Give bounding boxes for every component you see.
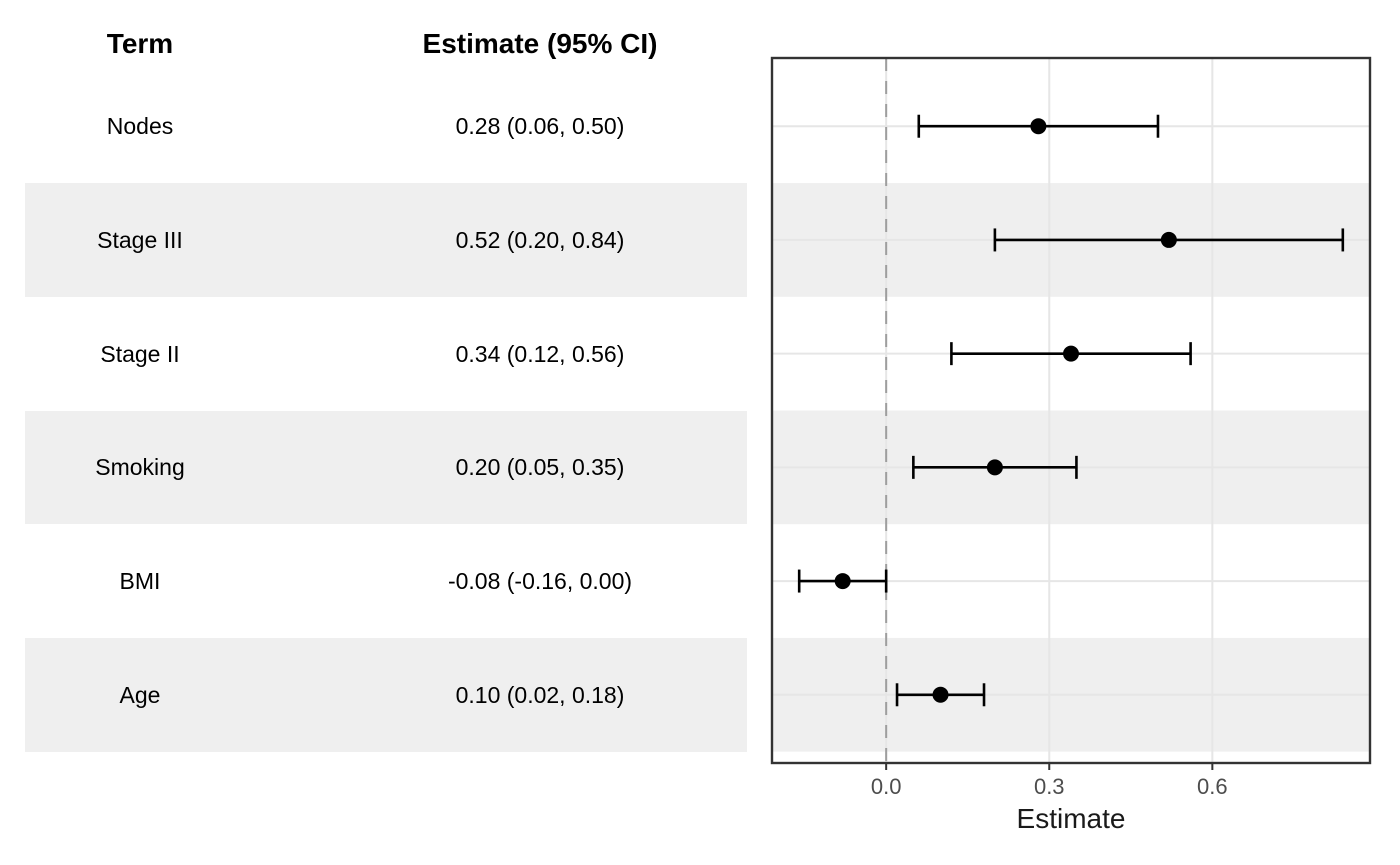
term-label: Age [119,681,161,708]
term-label: Nodes [106,113,174,140]
point-estimate [1063,345,1079,362]
estimate-ci-label: 0.10 (0.02, 0.18) [455,681,625,708]
point-estimate [834,573,851,590]
point-estimate [1030,118,1047,135]
point-estimate [986,459,1003,476]
term-label: Smoking [95,454,185,481]
estimate-ci-label: 0.34 (0.12, 0.56) [455,340,625,367]
term-label: Stage III [97,226,183,253]
estimate-ci-label: 0.20 (0.05, 0.35) [455,454,625,481]
x-tick-label: 0.3 [1034,774,1065,799]
point-estimate [1160,231,1177,248]
panel-border [770,56,1372,765]
estimate-column-header: Estimate (95% CI) [422,28,658,59]
estimate-ci-label: 0.52 (0.20, 0.84) [455,226,625,253]
term-label: BMI [119,568,161,595]
table-row-stripe [25,410,747,525]
estimate-ci-label: -0.08 (-0.16, 0.00) [447,568,633,595]
x-axis-title: Estimate [1016,803,1126,834]
term-column-header: Term [106,28,174,59]
x-tick-label: 0.0 [871,774,902,799]
table-row-stripe [25,183,747,297]
term-label: Stage II [100,340,180,367]
point-estimate [932,686,949,703]
estimate-ci-label: 0.28 (0.06, 0.50) [455,113,625,140]
x-tick-label: 0.6 [1197,774,1228,799]
table-row-stripe [25,637,747,752]
